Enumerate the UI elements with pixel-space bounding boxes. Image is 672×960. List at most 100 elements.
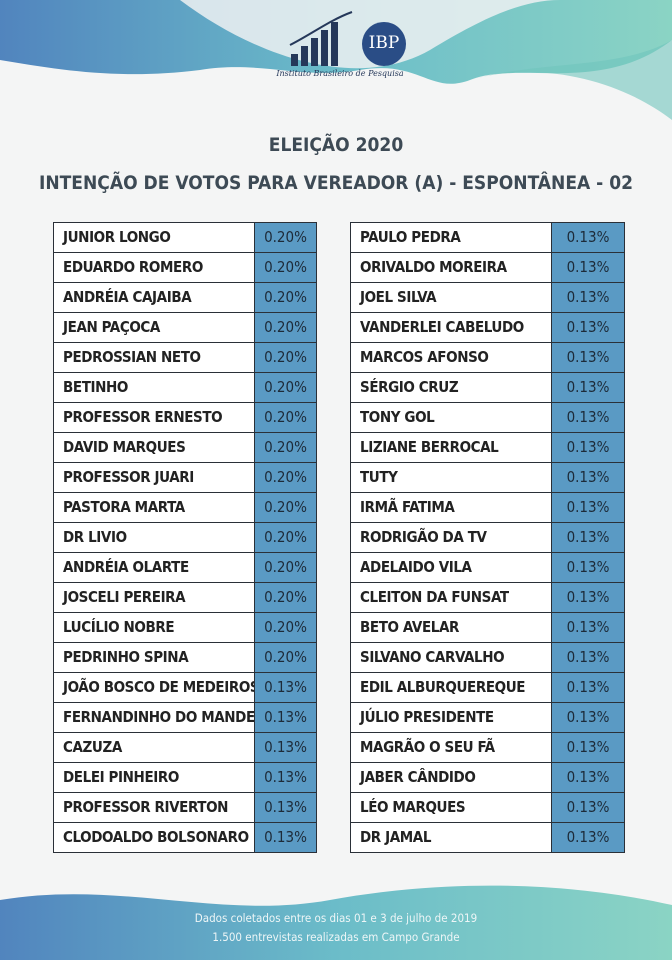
logo-tagline: Instituto Brasileiro de Pesquisa xyxy=(276,69,404,78)
footer-line: Dados coletados entre os dias 01 e 3 de … xyxy=(194,911,478,925)
candidate-name: DR LIVIO xyxy=(54,523,254,552)
table-row: PROFESSOR RIVERTON 0.13% xyxy=(54,793,316,823)
table-row: BETO AVELAR 0.13% xyxy=(351,613,624,643)
candidate-name: EDIL ALBURQUEREQUE xyxy=(351,673,551,702)
vote-share: 0.20% xyxy=(254,223,316,252)
table-row: FERNANDINHO DO MANDETA 0.13% xyxy=(54,703,316,733)
candidate-name: LIZIANE BERROCAL xyxy=(351,433,551,462)
candidate-name: FERNANDINHO DO MANDETA xyxy=(54,703,254,732)
table-row: PAULO PEDRA 0.13% xyxy=(351,223,624,253)
candidate-name: ANDRÉIA OLARTE xyxy=(54,553,254,582)
vote-share: 0.13% xyxy=(551,343,624,372)
table-row: SÉRGIO CRUZ 0.13% xyxy=(351,373,624,403)
vote-share: 0.20% xyxy=(254,613,316,642)
candidate-name: IRMÃ FATIMA xyxy=(351,493,551,522)
table-row: LIZIANE BERROCAL 0.13% xyxy=(351,433,624,463)
table-row: PROFESSOR ERNESTO 0.20% xyxy=(54,403,316,433)
vote-share: 0.20% xyxy=(254,373,316,402)
vote-share: 0.20% xyxy=(254,643,316,672)
candidate-name: MARCOS AFONSO xyxy=(351,343,551,372)
table-row: LÉO MARQUES 0.13% xyxy=(351,793,624,823)
candidate-name: JOSCELI PEREIRA xyxy=(54,583,254,612)
table-row: ADELAIDO VILA 0.13% xyxy=(351,553,624,583)
table-row: EDIL ALBURQUEREQUE 0.13% xyxy=(351,673,624,703)
candidate-name: EDUARDO ROMERO xyxy=(54,253,254,282)
table-row: JOEL SILVA 0.13% xyxy=(351,283,624,313)
candidate-name: BETO AVELAR xyxy=(351,613,551,642)
vote-share: 0.13% xyxy=(551,733,624,762)
logo-name: IBP xyxy=(368,33,400,53)
footer-line: 1.500 entrevistas realizadas em Campo Gr… xyxy=(212,930,460,944)
vote-share: 0.20% xyxy=(254,553,316,582)
table-row: ANDRÉIA OLARTE 0.20% xyxy=(54,553,316,583)
candidate-name: PROFESSOR ERNESTO xyxy=(54,403,254,432)
candidate-name: PASTORA MARTA xyxy=(54,493,254,522)
table-row: DAVID MARQUES 0.20% xyxy=(54,433,316,463)
table-row: BETINHO 0.20% xyxy=(54,373,316,403)
candidate-name: RODRIGÃO DA TV xyxy=(351,523,551,552)
vote-share: 0.13% xyxy=(551,673,624,702)
vote-share: 0.20% xyxy=(254,343,316,372)
candidate-name: PEDROSSIAN NETO xyxy=(54,343,254,372)
vote-share: 0.13% xyxy=(254,823,316,852)
vote-share: 0.13% xyxy=(551,463,624,492)
vote-share: 0.20% xyxy=(254,283,316,312)
vote-share: 0.20% xyxy=(254,583,316,612)
vote-share: 0.20% xyxy=(254,313,316,342)
table-row: CAZUZA 0.13% xyxy=(54,733,316,763)
candidate-name: VANDERLEI CABELUDO xyxy=(351,313,551,342)
candidate-name: TONY GOL xyxy=(351,403,551,432)
vote-share: 0.13% xyxy=(254,733,316,762)
vote-share: 0.13% xyxy=(551,373,624,402)
vote-share: 0.20% xyxy=(254,493,316,522)
candidate-name: JABER CÂNDIDO xyxy=(351,763,551,792)
candidate-name: ORIVALDO MOREIRA xyxy=(351,253,551,282)
vote-share: 0.13% xyxy=(551,313,624,342)
candidate-name: JOEL SILVA xyxy=(351,283,551,312)
candidate-name: CLEITON DA FUNSAT xyxy=(351,583,551,612)
candidate-name: MAGRÃO O SEU FÃ xyxy=(351,733,551,762)
table-row: IRMÃ FATIMA 0.13% xyxy=(351,493,624,523)
candidate-name: PROFESSOR JUARI xyxy=(54,463,254,492)
table-row: DR JAMAL 0.13% xyxy=(351,823,624,852)
candidate-name: JEAN PAÇOCA xyxy=(54,313,254,342)
vote-share: 0.13% xyxy=(551,703,624,732)
table-row: PEDRINHO SPINA 0.20% xyxy=(54,643,316,673)
table-row: EDUARDO ROMERO 0.20% xyxy=(54,253,316,283)
table-row: TUTY 0.13% xyxy=(351,463,624,493)
candidate-name: PAULO PEDRA xyxy=(351,223,551,252)
candidate-name: SILVANO CARVALHO xyxy=(351,643,551,672)
table-row: TONY GOL 0.13% xyxy=(351,403,624,433)
table-row: PEDROSSIAN NETO 0.20% xyxy=(54,343,316,373)
candidate-name: CLODOALDO BOLSONARO xyxy=(54,823,254,852)
vote-share: 0.13% xyxy=(254,703,316,732)
table-row: RODRIGÃO DA TV 0.13% xyxy=(351,523,624,553)
vote-share: 0.13% xyxy=(551,283,624,312)
candidate-name: JUNIOR LONGO xyxy=(54,223,254,252)
vote-share: 0.13% xyxy=(551,583,624,612)
table-row: JEAN PAÇOCA 0.20% xyxy=(54,313,316,343)
candidate-name: CAZUZA xyxy=(54,733,254,762)
vote-share: 0.20% xyxy=(254,433,316,462)
table-row: MARCOS AFONSO 0.13% xyxy=(351,343,624,373)
table-row: JABER CÂNDIDO 0.13% xyxy=(351,763,624,793)
candidate-name: DR JAMAL xyxy=(351,823,551,852)
candidate-name: BETINHO xyxy=(54,373,254,402)
candidate-name: ANDRÉIA CAJAIBA xyxy=(54,283,254,312)
table-row: DELEI PINHEIRO 0.13% xyxy=(54,763,316,793)
vote-share: 0.13% xyxy=(551,793,624,822)
vote-share: 0.13% xyxy=(551,643,624,672)
table-row: VANDERLEI CABELUDO 0.13% xyxy=(351,313,624,343)
subtitle: INTENÇÃO DE VOTOS PARA VEREADOR (A) - ES… xyxy=(38,172,634,194)
candidate-name: SÉRGIO CRUZ xyxy=(351,373,551,402)
table-right: PAULO PEDRA 0.13% ORIVALDO MOREIRA 0.13% JOE… xyxy=(350,222,625,853)
candidate-name: JOÃO BOSCO DE MEDEIROS xyxy=(54,673,254,702)
table-row: JUNIOR LONGO 0.20% xyxy=(54,223,316,253)
table-row: JOÃO BOSCO DE MEDEIROS 0.13% xyxy=(54,673,316,703)
table-row: SILVANO CARVALHO 0.13% xyxy=(351,643,624,673)
table-row: ANDRÉIA CAJAIBA 0.20% xyxy=(54,283,316,313)
title: ELEIÇÃO 2020 xyxy=(268,134,404,156)
table-row: PASTORA MARTA 0.20% xyxy=(54,493,316,523)
